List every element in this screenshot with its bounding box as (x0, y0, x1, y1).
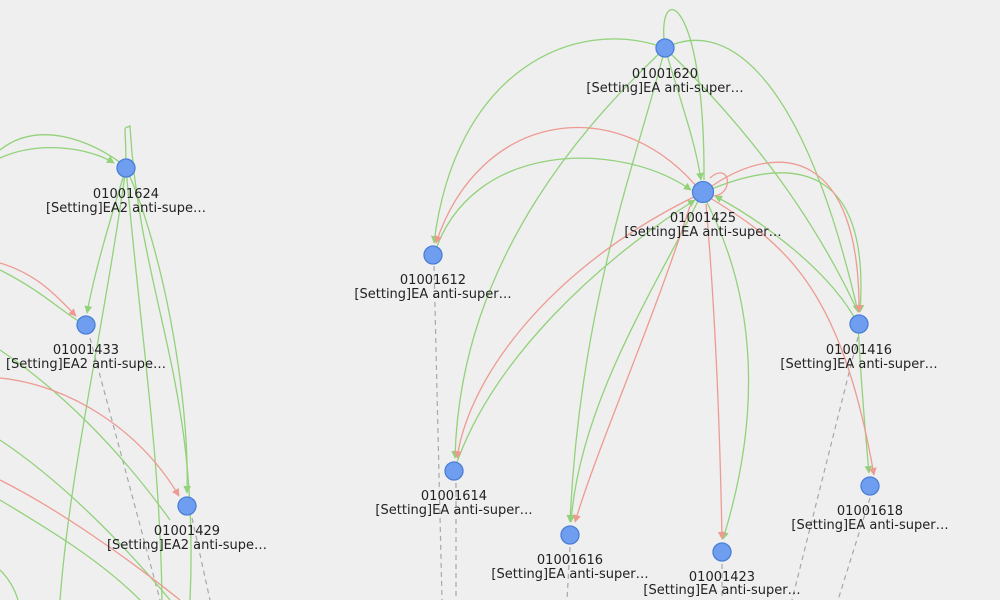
node-title-label: [Setting]EA2 anti-supe… (6, 357, 166, 372)
node-id-label: 01001425 (670, 211, 736, 226)
edge-green[interactable] (124, 124, 192, 600)
edge-dashed[interactable] (89, 337, 161, 600)
node-01001612[interactable]: 01001612 [Setting]EA anti-super… (354, 245, 512, 302)
edge-green[interactable] (125, 167, 192, 494)
edge-green[interactable] (664, 47, 859, 313)
node-01001616[interactable]: 01001616 [Setting]EA anti-super… (491, 525, 649, 582)
edge-red[interactable] (0, 262, 77, 317)
edge-green[interactable] (0, 499, 141, 600)
node-title-label: [Setting]EA anti-super… (780, 357, 937, 372)
edge-red[interactable] (454, 192, 703, 459)
node-title-label: [Setting]EA anti-super… (643, 583, 800, 598)
node-title-label: [Setting]EA anti-super… (624, 225, 781, 240)
node-title-label: [Setting]EA2 anti-supe… (46, 201, 206, 216)
edge-green[interactable] (0, 147, 115, 164)
edge-green[interactable] (664, 39, 861, 313)
node-id-label: 01001624 (93, 187, 159, 202)
edge-green[interactable] (430, 38, 666, 244)
node-id-label: 01001614 (421, 489, 487, 504)
edge-red[interactable] (573, 205, 691, 523)
edge-green[interactable] (59, 167, 127, 600)
edge-green[interactable] (714, 195, 859, 325)
node-title-label: [Setting]EA anti-super… (354, 287, 511, 302)
node-01001620[interactable]: 01001620 [Setting]EA anti-super… (586, 38, 744, 96)
edge-red[interactable] (705, 203, 726, 540)
node-title-label: [Setting]EA anti-super… (491, 567, 648, 582)
green-edges (0, 9, 873, 600)
node-01001624[interactable]: 01001624 [Setting]EA2 anti-supe… (46, 158, 206, 216)
node-01001423[interactable]: 01001423 [Setting]EA anti-super… (643, 542, 801, 598)
edge-red[interactable] (0, 479, 181, 600)
node-01001425[interactable]: 01001425 [Setting]EA anti-super… (624, 180, 782, 241)
edge-green[interactable] (857, 323, 873, 474)
edge-green[interactable] (0, 439, 171, 600)
edge-green[interactable] (0, 569, 19, 600)
edge-green[interactable] (125, 167, 163, 600)
edge-dashed[interactable] (791, 336, 859, 600)
node-id-label: 01001612 (400, 273, 466, 288)
node-title-label: [Setting]EA anti-super… (586, 81, 743, 96)
node-id-label: 01001616 (537, 553, 603, 568)
edge-dashed[interactable] (433, 265, 443, 600)
node-id-label: 01001618 (837, 504, 903, 519)
node-id-label: 01001429 (154, 524, 220, 539)
dashed-edges (89, 265, 871, 600)
node-01001416[interactable]: 01001416 [Setting]EA anti-super… (780, 314, 938, 372)
edge-red[interactable] (709, 172, 728, 197)
edge-red[interactable] (434, 126, 703, 244)
node-01001433[interactable]: 01001433 [Setting]EA2 anti-supe… (6, 315, 166, 372)
node-id-label: 01001416 (826, 343, 892, 358)
node-title-label: [Setting]EA2 anti-supe… (107, 538, 267, 553)
edge-green[interactable] (0, 349, 171, 521)
edge-green[interactable] (664, 47, 704, 181)
node-01001618[interactable]: 01001618 [Setting]EA anti-super… (791, 476, 949, 533)
edge-green[interactable] (701, 172, 865, 313)
nodes: 01001620 [Setting]EA anti-super… 0100162… (6, 38, 949, 598)
edge-green[interactable] (433, 157, 692, 256)
node-01001614[interactable]: 01001614 [Setting]EA anti-super… (375, 461, 533, 518)
node-01001429[interactable]: 01001429 [Setting]EA2 anti-supe… (107, 496, 267, 553)
edge-green[interactable] (0, 269, 81, 323)
edge-green[interactable] (451, 47, 666, 459)
edge-red[interactable] (0, 377, 180, 497)
node-id-label: 01001423 (689, 570, 755, 585)
edge-green[interactable] (453, 199, 696, 472)
node-title-label: [Setting]EA anti-super… (375, 503, 532, 518)
node-id-label: 01001433 (53, 343, 119, 358)
edge-red[interactable] (711, 161, 863, 313)
edge-green[interactable] (567, 192, 703, 523)
edge-green[interactable] (663, 9, 705, 181)
edge-green[interactable] (701, 192, 750, 540)
edge-green[interactable] (566, 47, 666, 523)
node-id-label: 01001620 (632, 67, 698, 82)
red-edges (0, 126, 877, 600)
edge-green[interactable] (84, 167, 127, 314)
edge-dashed[interactable] (191, 517, 211, 600)
edge-red[interactable] (701, 192, 877, 476)
node-title-label: [Setting]EA anti-super… (791, 518, 948, 533)
